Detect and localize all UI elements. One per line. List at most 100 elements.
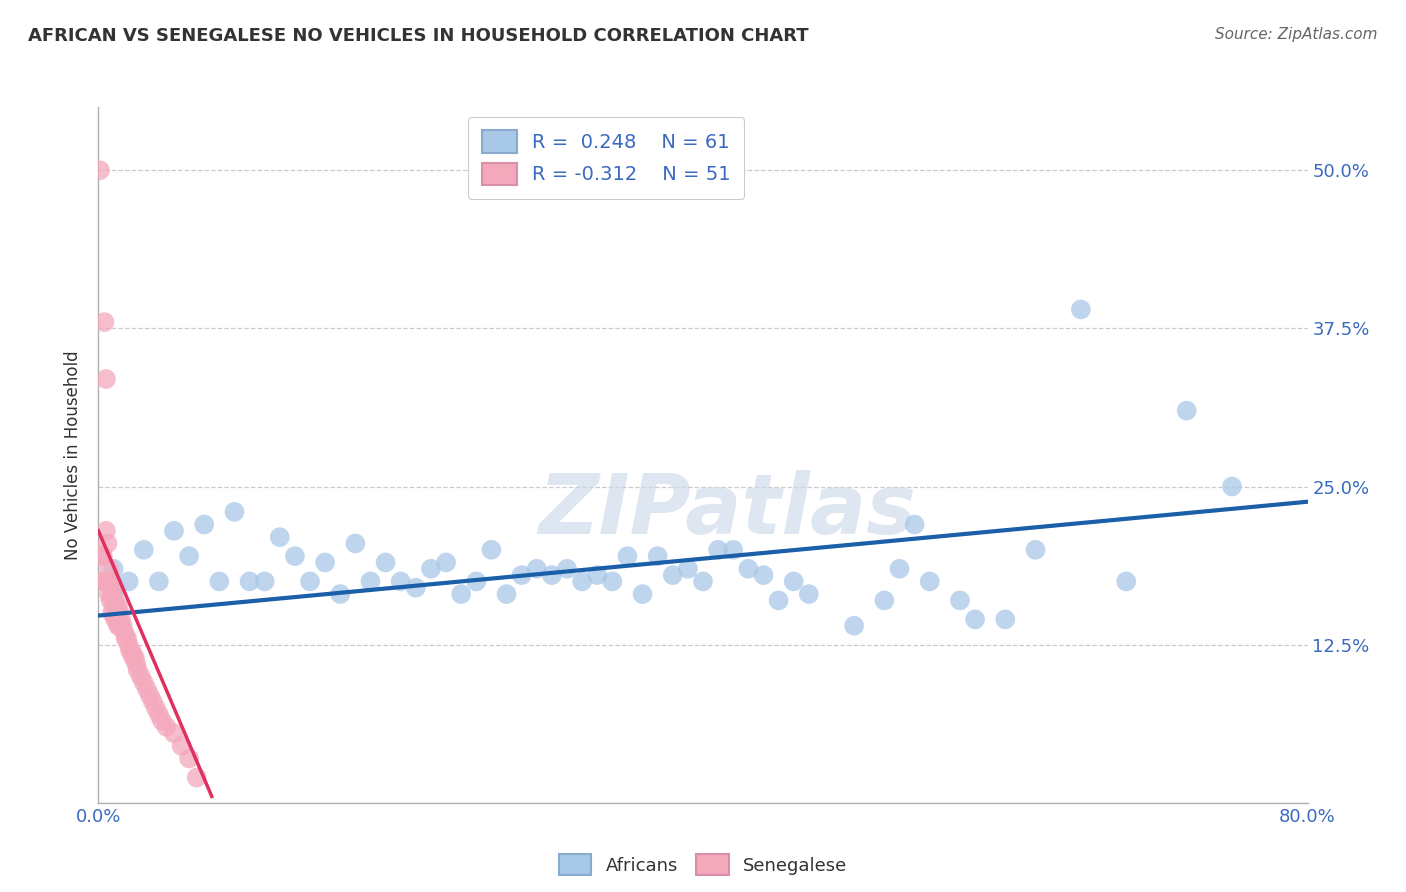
Point [239, 574, 262, 589]
Point [94, 524, 117, 538]
Point [586, 568, 609, 582]
Point [179, 751, 201, 765]
Point [495, 587, 517, 601]
Point [101, 587, 124, 601]
Point [100, 574, 122, 589]
Point [329, 587, 352, 601]
Point [420, 562, 443, 576]
Point [662, 568, 685, 582]
Point [193, 517, 215, 532]
Point [105, 599, 128, 614]
Point [129, 669, 152, 683]
Point [93, 574, 115, 589]
Point [91, 549, 114, 563]
Point [98, 587, 121, 601]
Point [631, 587, 654, 601]
Point [389, 574, 412, 589]
Point [374, 556, 396, 570]
Point [124, 650, 146, 665]
Point [844, 618, 866, 632]
Point [540, 568, 562, 582]
Point [89, 163, 111, 178]
Point [965, 612, 987, 626]
Point [107, 599, 129, 614]
Point [768, 593, 790, 607]
Point [155, 720, 177, 734]
Point [208, 574, 231, 589]
Point [797, 587, 820, 601]
Point [96, 574, 118, 589]
Point [1220, 479, 1243, 493]
Point [120, 644, 142, 658]
Point [150, 714, 173, 728]
Point [94, 372, 117, 386]
Point [108, 618, 131, 632]
Point [434, 556, 457, 570]
Point [707, 542, 730, 557]
Point [139, 688, 162, 702]
Point [170, 739, 193, 753]
Point [127, 663, 149, 677]
Point [122, 650, 145, 665]
Point [111, 618, 134, 632]
Point [481, 542, 503, 557]
Point [112, 625, 135, 640]
Point [100, 593, 122, 607]
Point [555, 562, 578, 576]
Point [783, 574, 806, 589]
Point [148, 707, 170, 722]
Point [142, 695, 165, 709]
Point [132, 542, 155, 557]
Point [125, 657, 148, 671]
Point [163, 726, 186, 740]
Point [145, 701, 167, 715]
Point [1115, 574, 1137, 589]
Point [889, 562, 911, 576]
Text: AFRICAN VS SENEGALESE NO VEHICLES IN HOUSEHOLD CORRELATION CHART: AFRICAN VS SENEGALESE NO VEHICLES IN HOU… [28, 27, 808, 45]
Point [994, 612, 1017, 626]
Point [103, 562, 125, 576]
Point [269, 530, 291, 544]
Point [90, 549, 112, 563]
Point [676, 562, 699, 576]
Point [1175, 403, 1198, 417]
Point [647, 549, 669, 563]
Point [103, 587, 125, 601]
Point [571, 574, 593, 589]
Point [284, 549, 307, 563]
Point [114, 632, 136, 646]
Point [101, 606, 124, 620]
Point [121, 644, 143, 658]
Point [108, 606, 131, 620]
Point [904, 517, 927, 532]
Point [132, 675, 155, 690]
Point [118, 638, 141, 652]
Point [110, 612, 132, 626]
Point [1070, 302, 1092, 317]
Point [602, 574, 624, 589]
Point [253, 574, 276, 589]
Point [224, 505, 246, 519]
Point [918, 574, 941, 589]
Point [93, 315, 115, 329]
Point [949, 593, 972, 607]
Point [107, 618, 129, 632]
Point [103, 599, 125, 614]
Point [135, 681, 157, 696]
Point [510, 568, 533, 582]
Point [450, 587, 472, 601]
Point [873, 593, 896, 607]
Point [737, 562, 759, 576]
Point [344, 536, 367, 550]
Point [148, 574, 170, 589]
Point [103, 581, 125, 595]
Point [465, 574, 488, 589]
Point [115, 632, 138, 646]
Point [526, 562, 548, 576]
Point [179, 549, 201, 563]
Point [98, 562, 121, 576]
Point [118, 574, 141, 589]
Point [616, 549, 638, 563]
Point [692, 574, 714, 589]
Point [104, 612, 127, 626]
